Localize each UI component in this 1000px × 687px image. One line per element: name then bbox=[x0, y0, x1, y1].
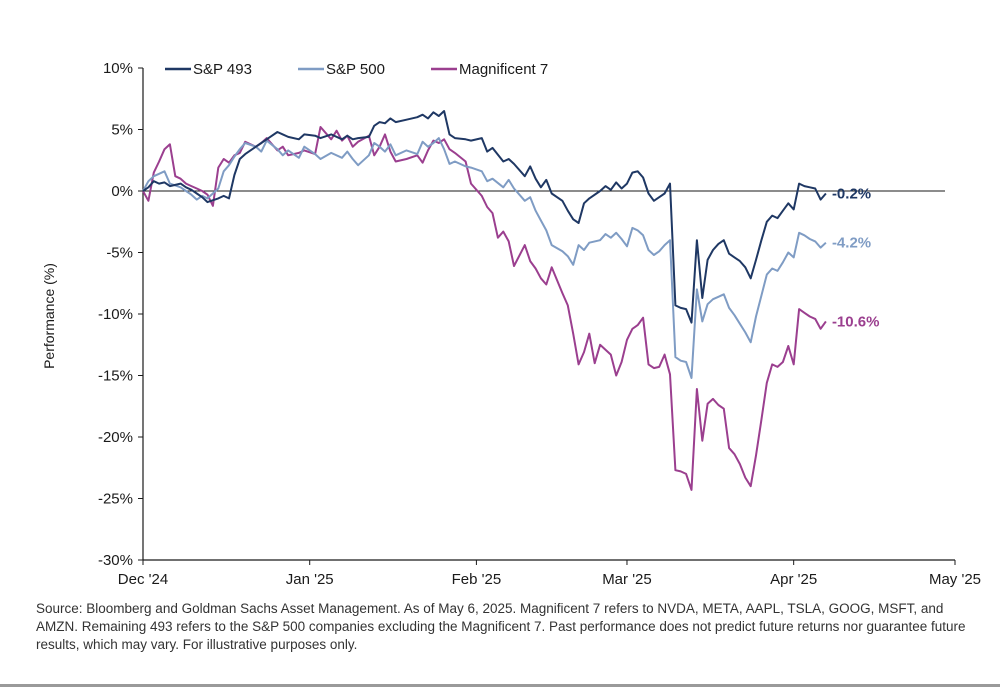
y-tick-label: -30% bbox=[98, 552, 133, 569]
legend-label-s-p-493: S&P 493 bbox=[193, 61, 252, 78]
y-tick-label: 0% bbox=[111, 183, 133, 200]
end-label-magnificent-7: -10.6% bbox=[832, 313, 880, 330]
end-label-s-p-500: -4.2% bbox=[832, 235, 871, 252]
performance-line-chart: 10% 5% 0% -5% -10% -15% -20% -25% -30% Dec '24 Jan… bbox=[41, 60, 981, 588]
x-tick-label: Apr '25 bbox=[770, 571, 817, 588]
x-tick-label: Mar '25 bbox=[602, 571, 652, 588]
y-tick-label: 10% bbox=[103, 60, 133, 77]
y-tick-label: -5% bbox=[106, 245, 133, 262]
bottom-divider bbox=[0, 684, 1000, 687]
y-tick-label: 5% bbox=[111, 122, 133, 139]
legend-label-s-p-500: S&P 500 bbox=[326, 61, 385, 78]
x-tick-label: May '25 bbox=[929, 571, 981, 588]
end-labels: -0.2% -4.2% -10.6% bbox=[832, 185, 880, 330]
axes: 10% 5% 0% -5% -10% -15% -20% -25% -30% Dec '24 Jan… bbox=[98, 60, 981, 588]
y-tick-label: -20% bbox=[98, 429, 133, 446]
x-tick-label: Feb '25 bbox=[452, 571, 502, 588]
y-tick-label: -25% bbox=[98, 491, 133, 508]
y-tick-label: -10% bbox=[98, 306, 133, 323]
series-line-s-p-493 bbox=[142, 110, 827, 324]
source-footnote: Source: Bloomberg and Goldman Sachs Asse… bbox=[36, 601, 966, 652]
y-tick-label: -15% bbox=[98, 368, 133, 385]
end-label-s-p-493: -0.2% bbox=[832, 185, 871, 202]
series-lines bbox=[142, 110, 827, 491]
x-tick-label: Jan '25 bbox=[286, 571, 334, 588]
y-axis-label: Performance (%) bbox=[41, 263, 57, 369]
legend: S&P 493 S&P 500 Magnificent 7 bbox=[165, 61, 548, 78]
series-line-magnificent-7 bbox=[142, 126, 827, 491]
series-line-s-p-500 bbox=[142, 137, 827, 379]
legend-label-magnificent-7: Magnificent 7 bbox=[459, 61, 548, 78]
x-tick-label: Dec '24 bbox=[118, 571, 168, 588]
